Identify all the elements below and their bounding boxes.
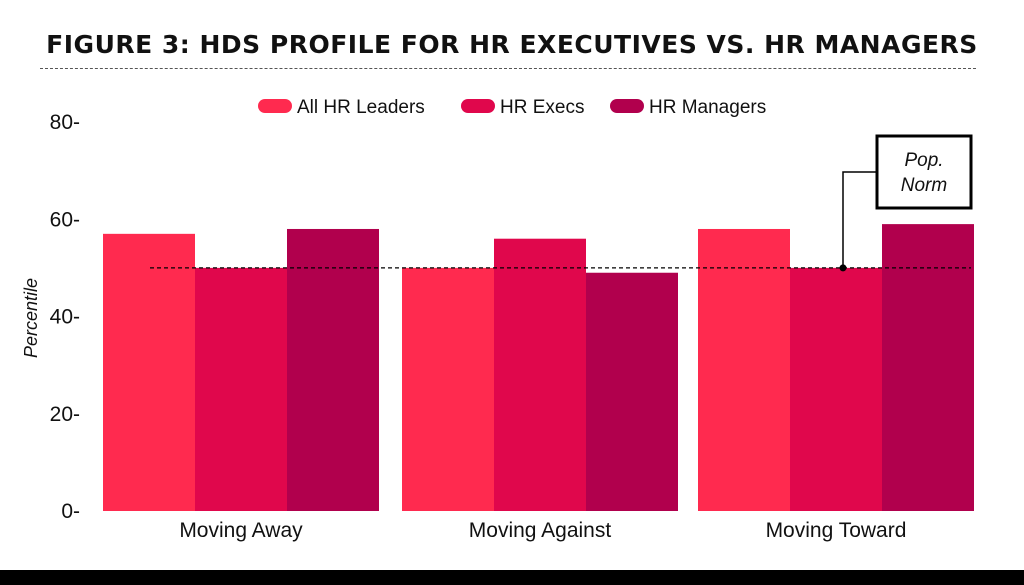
title-divider bbox=[40, 68, 976, 69]
legend: All HR Leaders HR Execs HR Managers bbox=[258, 97, 766, 118]
x-tick-label-moving-away: Moving Away bbox=[179, 519, 303, 542]
y-axis: 0- 20- 40- 60- 80- bbox=[50, 111, 80, 523]
annotation-box bbox=[875, 134, 973, 210]
legend-label-hr-managers: HR Managers bbox=[649, 97, 766, 118]
y-axis-label: Percentile bbox=[21, 278, 41, 358]
bar-moving-against-hr-execs bbox=[494, 238, 586, 511]
x-tick-label-moving-against: Moving Against bbox=[469, 519, 612, 542]
pop-norm-annotation: Pop. Norm bbox=[875, 134, 973, 210]
legend-swatch-hr-managers bbox=[610, 99, 644, 113]
bar-moving-away-hr-managers bbox=[287, 228, 379, 511]
bar-moving-away-hr-execs bbox=[195, 267, 287, 511]
y-tick-label-20: 20- bbox=[50, 403, 80, 426]
annotation-leader-line bbox=[842, 171, 877, 268]
legend-swatch-all-hr-leaders bbox=[258, 99, 292, 113]
annotation-line2: Norm bbox=[901, 175, 947, 196]
reference-line-group bbox=[150, 171, 971, 272]
footer-band bbox=[0, 570, 1024, 585]
y-tick-label-40: 40- bbox=[50, 306, 80, 329]
bar-chart: All HR Leaders HR Execs HR Managers 0- 20- 4… bbox=[21, 97, 974, 542]
bars bbox=[103, 224, 974, 512]
legend-swatch-hr-execs bbox=[461, 99, 495, 113]
chart-title: FIGURE 3: HDS PROFILE FOR HR EXECUTIVES … bbox=[46, 30, 978, 59]
annotation-line1: Pop. bbox=[904, 150, 943, 171]
annotation-anchor-dot bbox=[839, 264, 847, 272]
x-axis: Moving Away Moving Against Moving Toward bbox=[179, 519, 906, 542]
bar-moving-toward-hr-managers bbox=[882, 224, 974, 512]
y-tick-label-0: 0- bbox=[61, 500, 80, 523]
bar-moving-against-hr-managers bbox=[586, 272, 678, 511]
bar-moving-toward-hr-execs bbox=[790, 267, 882, 511]
bar-moving-toward-all-hr-leaders bbox=[698, 228, 790, 511]
legend-label-all-hr-leaders: All HR Leaders bbox=[297, 97, 425, 118]
x-tick-label-moving-toward: Moving Toward bbox=[766, 519, 907, 542]
y-tick-label-60: 60- bbox=[50, 208, 80, 231]
bar-moving-away-all-hr-leaders bbox=[103, 233, 195, 511]
bar-moving-against-all-hr-leaders bbox=[402, 267, 494, 511]
legend-label-hr-execs: HR Execs bbox=[500, 97, 584, 118]
y-tick-label-80: 80- bbox=[50, 111, 80, 134]
